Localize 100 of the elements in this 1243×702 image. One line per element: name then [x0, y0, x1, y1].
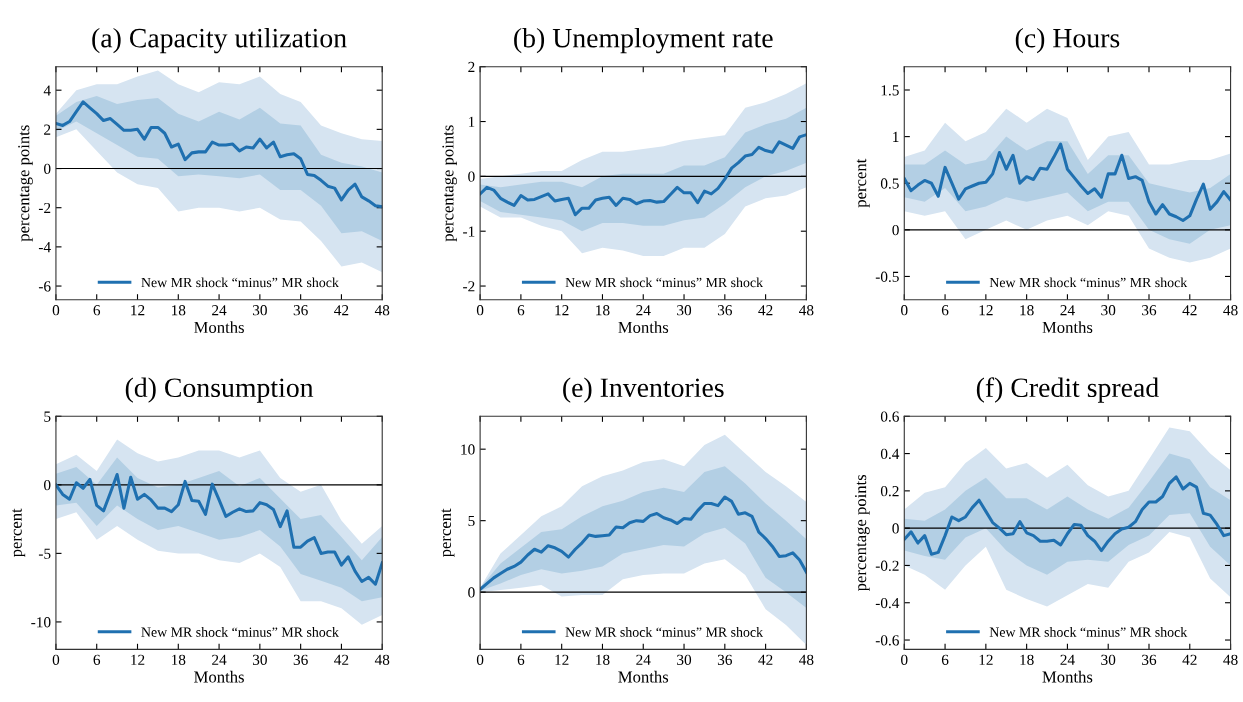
x-tick-label: 42: [334, 654, 349, 665]
y-tick-label: 5: [468, 515, 475, 527]
x-tick-label: 36: [1142, 654, 1157, 665]
x-axis-title: Months: [1042, 321, 1093, 333]
y-tick-label: 1.5: [881, 85, 899, 96]
x-tick-label: 36: [293, 305, 308, 316]
y-tick-label: 0.6: [880, 411, 899, 422]
x-tick-label: 6: [93, 305, 101, 316]
y-tick-label: 0: [892, 523, 899, 534]
x-tick-label: 24: [212, 305, 227, 316]
x-tick-label: 36: [717, 305, 733, 316]
x-tick-label: 30: [252, 654, 267, 665]
y-axis-title: percent: [12, 508, 26, 558]
y-tick-label: -10: [31, 617, 51, 628]
y-tick-label: -0.6: [875, 635, 899, 646]
y-tick-label: -0.2: [875, 560, 899, 571]
x-tick-label: 30: [677, 654, 692, 665]
y-tick-label: 2: [468, 61, 475, 72]
x-tick-label: 18: [172, 654, 186, 665]
x-tick-label: 48: [374, 305, 390, 316]
x-tick-label: 12: [131, 305, 145, 316]
x-tick-label: 0: [476, 654, 484, 665]
x-tick-label: 36: [717, 654, 733, 665]
y-tick-label: 0: [468, 171, 475, 182]
legend-label: New MR shock “minus” MR shock: [565, 627, 764, 637]
x-tick-label: 48: [374, 654, 390, 665]
y-tick-label: 0.5: [880, 178, 899, 189]
y-tick-label: -2: [38, 202, 51, 213]
x-tick-label: 6: [941, 305, 949, 316]
y-tick-label: 0: [468, 587, 475, 598]
x-tick-label: 30: [677, 305, 692, 316]
y-tick-label: 0: [892, 224, 899, 236]
chart-title: (c) Hours: [1015, 27, 1120, 54]
x-tick-label: 48: [1223, 305, 1238, 316]
x-tick-label: 18: [596, 305, 610, 316]
x-tick-label: 12: [979, 305, 993, 316]
y-tick-label: 0: [44, 163, 51, 174]
y-tick-label: -0.5: [875, 271, 899, 282]
x-tick-label: 36: [293, 654, 308, 665]
x-axis-title: Months: [618, 670, 669, 683]
y-axis-title: percentage points: [18, 125, 33, 242]
y-tick-label: -1: [463, 226, 475, 237]
chart-title: (b) Unemployment rate: [514, 27, 773, 54]
x-tick-label: 12: [131, 654, 145, 665]
chart-title: (e) Inventories: [563, 377, 724, 403]
x-tick-label: 12: [979, 654, 993, 665]
x-tick-label: 42: [1182, 305, 1197, 316]
x-tick-label: 6: [517, 654, 525, 665]
x-tick-label: 0: [901, 654, 908, 665]
legend-label: New MR shock “minus” MR shock: [141, 277, 339, 288]
y-tick-label: -0.4: [875, 597, 900, 609]
x-tick-label: 30: [1101, 654, 1116, 665]
x-tick-label: 18: [596, 654, 610, 665]
y-axis-title: percentage points: [442, 125, 457, 242]
x-tick-label: 42: [334, 305, 349, 316]
y-axis-title: percent: [856, 158, 870, 208]
x-tick-label: 48: [799, 305, 814, 316]
x-tick-label: 48: [1223, 654, 1238, 665]
y-tick-label: 1: [893, 131, 899, 142]
y-tick-label: -2: [463, 281, 475, 292]
x-axis-title: Months: [194, 670, 244, 683]
legend-label: New MR shock “minus” MR shock: [141, 627, 339, 637]
y-tick-label: -6: [38, 281, 51, 292]
y-axis-title: percentage points: [855, 474, 870, 592]
x-tick-label: 0: [52, 305, 60, 316]
y-tick-label: 10: [461, 444, 475, 455]
legend-label: New MR shock “minus” MR shock: [989, 627, 1188, 637]
x-tick-label: 18: [172, 305, 186, 316]
x-tick-label: 24: [212, 654, 227, 665]
x-axis-title: Months: [618, 321, 669, 333]
y-tick-label: 0.2: [880, 486, 899, 497]
x-tick-label: 24: [636, 654, 651, 665]
x-tick-label: 30: [252, 305, 267, 316]
y-tick-label: -4: [38, 242, 51, 253]
x-tick-label: 42: [758, 305, 773, 316]
x-tick-label: 0: [476, 305, 484, 316]
x-axis-title: Months: [194, 321, 244, 333]
y-tick-label: -5: [38, 548, 51, 559]
x-tick-label: 36: [1142, 305, 1157, 316]
y-axis-title: percent: [441, 508, 455, 558]
x-tick-label: 6: [941, 654, 949, 665]
x-tick-label: 42: [758, 654, 773, 665]
x-tick-label: 24: [1060, 654, 1075, 665]
x-tick-label: 48: [799, 654, 814, 665]
x-tick-label: 42: [1182, 654, 1197, 665]
y-tick-label: 4: [43, 85, 51, 96]
y-tick-label: 1: [468, 116, 475, 127]
x-tick-label: 12: [555, 654, 569, 665]
y-tick-label: 2: [44, 124, 51, 135]
y-tick-label: 0: [44, 479, 51, 491]
x-tick-label: 0: [52, 654, 60, 665]
legend-label: New MR shock “minus” MR shock: [565, 277, 764, 288]
x-tick-label: 24: [1060, 305, 1075, 316]
x-axis-title: Months: [1042, 670, 1093, 683]
y-tick-label: 5: [44, 411, 51, 422]
chart-title: (a) Capacity utilization: [92, 27, 347, 54]
x-tick-label: 6: [517, 305, 525, 316]
x-tick-label: 12: [555, 305, 569, 316]
chart-title: (d) Consumption: [125, 377, 314, 403]
x-tick-label: 18: [1020, 654, 1034, 665]
